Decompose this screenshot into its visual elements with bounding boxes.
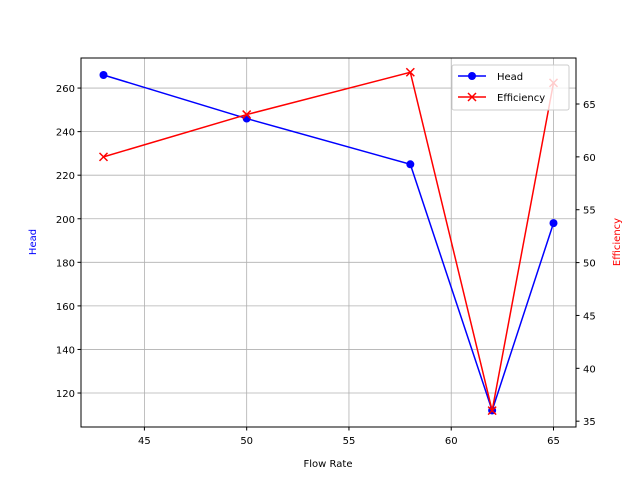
- y-left-tick-label: 120: [56, 389, 75, 400]
- legend-efficiency-marker: [467, 92, 477, 102]
- x-tick-label: 60: [445, 436, 458, 447]
- legend-efficiency-label: Efficiency: [497, 93, 545, 104]
- x-tick-label: 45: [138, 436, 151, 447]
- x-tick-label: 55: [343, 436, 356, 447]
- ticks: 45 50 55 60 65 120 140 160 180 200 220 240 260 35 40 45…: [56, 84, 596, 447]
- y-right-axis-label: Efficiency: [612, 218, 623, 266]
- y-left-tick-label: 260: [56, 84, 75, 95]
- y-left-tick-label: 240: [56, 128, 75, 139]
- x-tick-label: 65: [547, 436, 560, 447]
- y-right-tick-label: 40: [583, 364, 596, 375]
- y-left-tick-label: 140: [56, 345, 75, 356]
- legend-head-marker: [468, 72, 476, 80]
- y-right-tick-label: 65: [583, 100, 596, 111]
- plot-frame: [80, 57, 577, 428]
- legend-head-label: Head: [497, 72, 523, 83]
- efficiency-point: [98, 152, 109, 162]
- legend: Head Efficiency: [451, 64, 570, 111]
- y-left-tick-label: 180: [56, 258, 75, 269]
- head-point: [549, 219, 558, 228]
- series-layer: [98, 67, 559, 416]
- grid: [81, 58, 576, 427]
- y-right-tick-label: 35: [583, 417, 596, 428]
- y-right-tick-label: 45: [583, 311, 596, 322]
- efficiency-line: [103, 71, 555, 411]
- head-line: [103, 74, 555, 413]
- x-axis-label: Flow Rate: [304, 459, 353, 470]
- y-left-tick-label: 160: [56, 302, 75, 313]
- head-point: [406, 160, 415, 169]
- x-tick-label: 50: [240, 436, 253, 447]
- y-right-tick-label: 50: [583, 259, 596, 270]
- y-left-axis-label: Head: [28, 229, 39, 255]
- efficiency-point: [405, 67, 415, 77]
- y-left-tick-label: 200: [56, 215, 75, 226]
- y-right-tick-label: 55: [583, 206, 596, 217]
- efficiency-point: [242, 110, 252, 120]
- y-left-tick-label: 220: [56, 171, 75, 182]
- head-point: [99, 70, 108, 79]
- y-right-tick-label: 60: [583, 153, 596, 164]
- efficiency-point: [487, 406, 497, 416]
